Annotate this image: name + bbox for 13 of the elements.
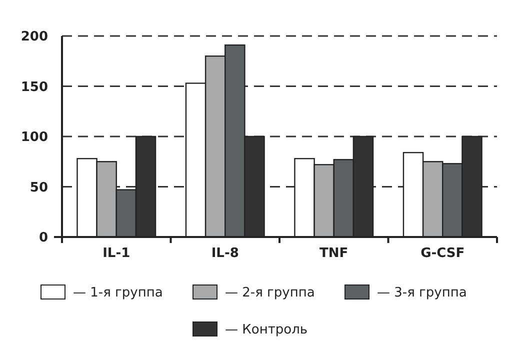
legend-label: — 1-я группа (73, 286, 163, 301)
legend-label: — 3-я группа (377, 286, 467, 301)
y-tick-label: 200 (20, 30, 48, 45)
y-tick-label: 100 (20, 130, 48, 146)
y-tick-label: 150 (20, 80, 48, 95)
x-tick-label: IL-8 (211, 246, 239, 261)
x-tick-label: G-CSF (420, 246, 465, 261)
y-tick-label: 50 (30, 180, 48, 196)
legend-label: — Контроль (225, 322, 308, 338)
legend-label: — 2-я группа (225, 286, 315, 301)
y-tick-label: 0 (38, 230, 48, 246)
x-tick-label: IL-1 (102, 246, 130, 261)
x-tick-label: TNF (320, 246, 348, 261)
